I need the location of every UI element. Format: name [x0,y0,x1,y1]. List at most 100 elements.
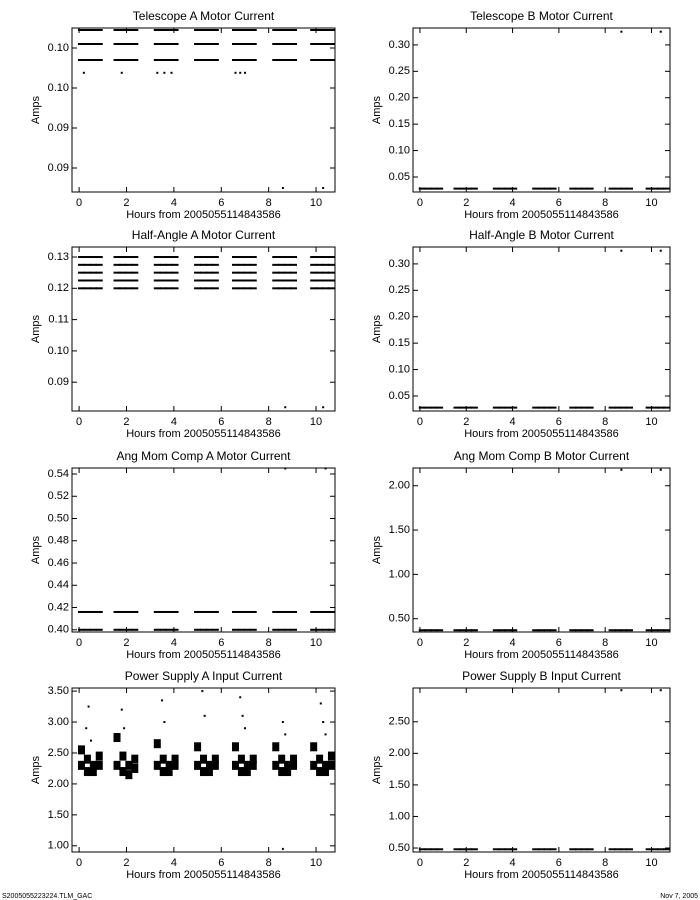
data-point [659,249,662,252]
plot-frame [71,27,336,193]
data-point [272,29,280,31]
data-point [243,43,251,45]
data-point [171,754,179,764]
data-point [205,59,213,61]
data-point [659,689,662,692]
data-point [171,59,179,61]
y-tick-label: 2.00 [48,778,69,790]
x-axis-label: Hours from 2005055114843586 [464,428,619,440]
y-tick-label: 2.00 [389,480,410,492]
data-point [113,29,121,31]
data-point [243,29,251,31]
data-point [327,29,335,31]
data-point [95,610,103,613]
data-point [237,59,245,61]
x-tick-label: 6 [218,637,224,649]
data-point [95,59,103,61]
data-point [538,629,545,632]
data-point [119,751,127,761]
y-tick-label: 0.10 [48,42,69,54]
x-tick-label: 0 [76,857,82,869]
data-point [281,187,284,189]
data-point [290,760,298,770]
data-point [657,406,665,409]
y-tick-label: 0.30 [389,39,410,51]
data-point [200,287,207,290]
data-point [498,406,506,409]
data-point [159,43,167,45]
data-point [327,751,335,761]
data-point [453,187,461,190]
data-point [83,610,91,613]
data-point [211,610,219,613]
y-tick-label: 1.00 [389,810,410,822]
x-tick-label: 4 [509,197,515,209]
data-point [272,610,280,613]
data-point [436,848,444,851]
data-point [153,256,161,259]
y-tick-label: 0.50 [389,613,410,625]
x-tick-label: 8 [266,637,272,649]
y-tick-label: 0.10 [48,345,69,357]
data-point [278,43,286,45]
data-point [620,629,628,632]
data-point [322,263,330,266]
data-point [159,754,167,764]
x-axis-label: Hours from 2005055114843586 [464,869,619,881]
data-point [125,29,133,31]
data-point [85,727,88,730]
data-point [237,29,245,31]
data-point [249,628,257,631]
data-point [453,629,461,632]
data-point [620,689,623,692]
data-point [165,279,173,282]
data-point [310,263,318,266]
data-point [310,628,318,631]
data-point [430,848,438,851]
data-point [89,271,97,274]
data-point [327,287,335,290]
y-axis-label: Amps [371,314,383,343]
data-point [316,271,324,274]
data-point [125,279,133,282]
data-point [284,279,292,282]
data-point [663,848,671,851]
data-point [194,43,202,45]
data-point [205,628,213,631]
plot-frame [71,467,336,633]
data-point [194,287,202,290]
data-point [459,629,467,632]
data-point [586,848,594,851]
data-point [327,610,335,613]
data-point [95,760,103,770]
data-point [549,629,557,632]
x-tick-label: 10 [645,637,657,649]
data-point [657,848,665,851]
y-tick-label: 0.12 [48,282,69,294]
data-point [211,754,219,764]
data-point [418,406,426,409]
data-point [620,468,623,471]
data-point [119,59,127,61]
x-tick-label: 6 [556,416,562,428]
data-point [159,29,167,31]
data-point [284,256,292,259]
data-point [492,629,500,632]
x-tick-label: 6 [556,637,562,649]
y-axis-label: Amps [30,755,42,784]
data-point [205,29,213,31]
data-point [324,733,327,736]
data-point [159,256,167,259]
data-point [278,628,286,631]
data-point [211,43,219,45]
data-point [153,279,161,282]
data-point [284,406,287,409]
data-point [231,760,239,770]
data-point [657,629,665,632]
x-tick-label: 2 [123,637,129,649]
data-point [316,43,324,45]
data-point [165,263,173,266]
data-point [239,71,242,74]
data-point [194,256,202,259]
chart-title: Half-Angle B Motor Current [469,228,614,242]
